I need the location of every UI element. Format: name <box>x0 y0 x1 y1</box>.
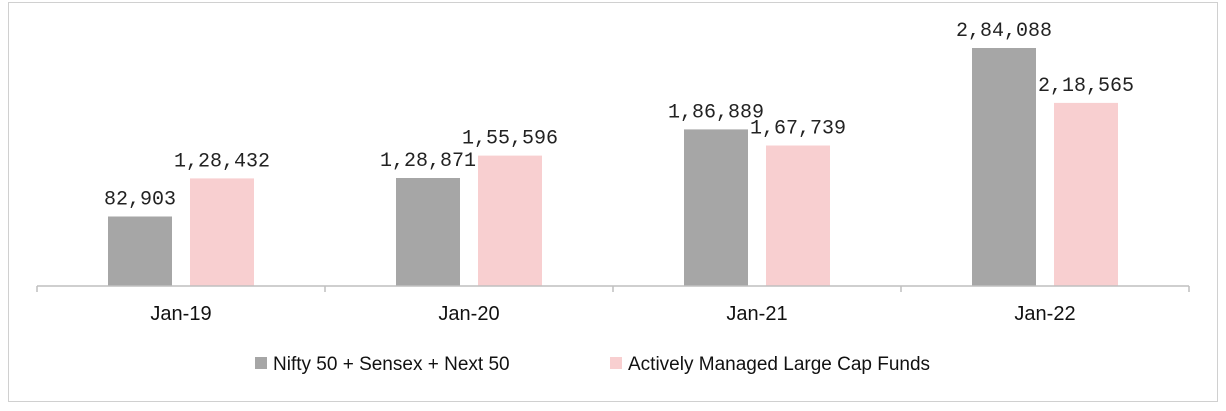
legend-label-1: Nifty 50 + Sensex + Next 50 <box>273 354 510 375</box>
x-tick-label: Jan-22 <box>1014 303 1075 325</box>
data-label: 1,55,596 <box>462 128 558 151</box>
data-label: 1,28,871 <box>380 150 476 173</box>
x-tick-label: Jan-20 <box>438 303 499 325</box>
legend-swatch-1 <box>255 357 267 369</box>
x-tick-label: Jan-21 <box>726 303 787 325</box>
bar-jan-20-series-1 <box>396 178 460 286</box>
bars-group <box>108 48 1118 287</box>
x-axis: Jan-19 Jan-20 Jan-21 Jan-22 <box>36 285 1190 325</box>
bar-jan-21-series-2 <box>766 145 830 286</box>
legend-label-2: Actively Managed Large Cap Funds <box>628 354 930 375</box>
x-tick-label: Jan-19 <box>150 303 211 325</box>
data-label: 1,86,889 <box>668 101 764 124</box>
data-label: 82,903 <box>104 189 176 212</box>
bar-jan-19-series-2 <box>190 178 254 286</box>
data-label: 2,18,565 <box>1038 75 1134 98</box>
bar-jan-19-series-1 <box>108 216 172 286</box>
data-label: 1,28,432 <box>174 150 270 173</box>
bar-jan-22-series-2 <box>1054 102 1118 287</box>
data-label: 1,67,739 <box>750 118 846 141</box>
legend: Nifty 50 + Sensex + Next 50 Actively Mana… <box>255 354 930 375</box>
bar-jan-21-series-1 <box>684 129 748 286</box>
bar-jan-20-series-2 <box>478 155 542 286</box>
legend-swatch-2 <box>610 357 622 369</box>
bar-jan-22-series-1 <box>972 48 1036 286</box>
data-label: 2,84,088 <box>956 20 1052 43</box>
